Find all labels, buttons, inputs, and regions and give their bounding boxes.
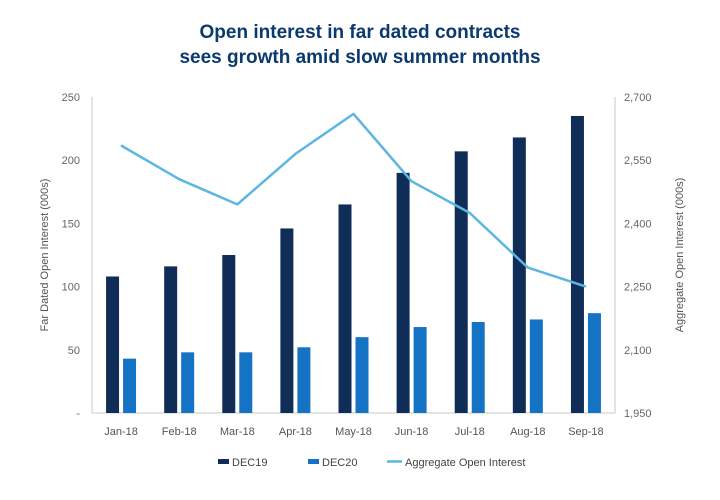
bar-dec19-jun-18 (396, 172, 410, 413)
x-tick-label: Sep-18 (568, 426, 603, 438)
x-tick-label: May-18 (335, 426, 372, 438)
bar-dec20-may-18 (355, 337, 369, 413)
y-axis-title-right: Aggregate Open Interest (000s) (674, 178, 686, 333)
point-aggregate-apr-18 (294, 153, 296, 155)
point-aggregate-sep-18 (585, 286, 587, 288)
point-aggregate-jul-18 (469, 212, 471, 214)
y-axis-title-left: Far Dated Open Interest (000s) (39, 179, 51, 332)
point-aggregate-jun-18 (411, 180, 413, 182)
bar-dec20-jan-18 (123, 358, 137, 413)
x-tick-label: Jun-18 (395, 426, 429, 438)
x-tick-label: Feb-18 (162, 426, 197, 438)
bar-dec20-jul-18 (471, 321, 485, 413)
bar-dec20-feb-18 (181, 352, 195, 413)
bar-dec19-jul-18 (454, 151, 468, 414)
x-tick-label: Jan-18 (104, 426, 138, 438)
y-tick-label-right: 2,400 (624, 218, 652, 230)
bar-dec20-mar-18 (239, 352, 253, 413)
bar-dec20-sep-18 (587, 313, 601, 413)
point-aggregate-may-18 (353, 113, 354, 115)
point-aggregate-aug-18 (527, 267, 529, 269)
y-tick-label-left: 200 (62, 155, 80, 167)
y-tick-label-right: 2,700 (624, 92, 652, 104)
bar-dec20-aug-18 (529, 319, 543, 413)
y-tick-label-left: 150 (62, 218, 80, 230)
x-tick-label: Aug-18 (510, 426, 545, 438)
legend-label: Aggregate Open Interest (405, 457, 525, 469)
x-tick-label: Jul-18 (455, 426, 485, 438)
bar-dec19-may-18 (338, 204, 352, 413)
chart-title-line-1: Open interest in far dated contracts (199, 22, 521, 43)
point-aggregate-feb-18 (178, 178, 180, 180)
chart-title-line-2: sees growth amid slow summer months (179, 47, 541, 68)
bar-dec20-apr-18 (297, 347, 311, 413)
x-tick-label: Apr-18 (279, 426, 312, 438)
y-tick-label-right: 2,100 (624, 345, 652, 357)
legend-swatch-dec20 (308, 459, 319, 464)
legend-label: DEC19 (232, 457, 267, 469)
bar-dec19-aug-18 (512, 137, 526, 413)
y-tick-label-left: 100 (62, 282, 80, 294)
bar-dec19-apr-18 (280, 228, 294, 413)
x-tick-label: Mar-18 (220, 426, 255, 438)
y-tick-label-right: 2,550 (624, 155, 652, 167)
legend-label: DEC20 (322, 457, 357, 469)
y-tick-label-right: 2,250 (624, 282, 652, 294)
y-tick-label-left: 250 (62, 92, 80, 104)
y-tick-label-left: 50 (68, 345, 80, 357)
bar-dec19-sep-18 (570, 115, 584, 414)
y-tick-label-right: 1,950 (624, 408, 652, 420)
chart-title: Open interest in far dated contracts see… (0, 20, 720, 70)
bar-dec19-feb-18 (164, 266, 178, 413)
legend-swatch-dec19 (218, 459, 229, 464)
bar-dec20-jun-18 (413, 327, 427, 413)
bar-dec19-mar-18 (222, 255, 236, 413)
point-aggregate-jan-18 (120, 144, 122, 146)
y-tick-label-left: - (76, 408, 80, 420)
bar-dec19-jan-18 (106, 276, 120, 413)
point-aggregate-mar-18 (236, 203, 238, 205)
